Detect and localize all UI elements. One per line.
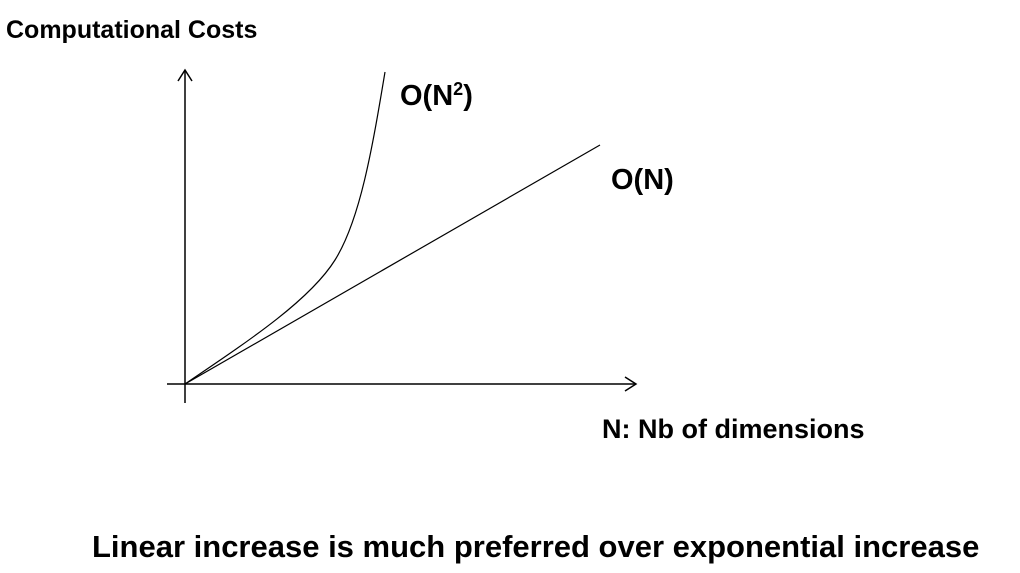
y-axis-arrowhead [177,68,193,82]
x-axis-arrowhead [624,376,638,392]
caption: Linear increase is much preferred over e… [92,529,980,564]
series-label-quadratic: O(N2) [400,80,473,111]
series-label-linear: O(N) [611,164,674,196]
series-label-quadratic-close: ) [463,80,473,112]
y-axis-label: Computational Costs [6,16,258,44]
x-axis-label: N: Nb of dimensions [602,414,865,444]
series-label-quadratic-exponent: 2 [453,79,464,99]
series-label-quadratic-base: O(N [400,80,454,112]
series-linear-line [184,144,601,385]
series-quadratic-curve [184,71,386,385]
